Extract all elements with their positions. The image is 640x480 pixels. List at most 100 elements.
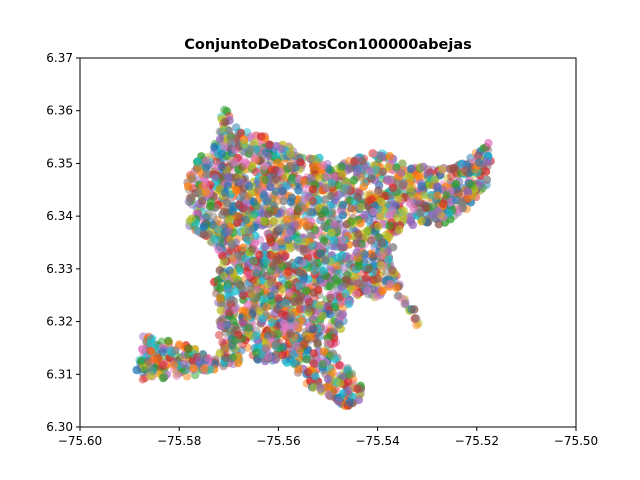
scatter-point <box>479 144 488 153</box>
scatter-point <box>245 182 254 191</box>
scatter-point <box>349 272 359 281</box>
scatter-point <box>246 132 256 141</box>
scatter-point <box>265 233 274 242</box>
scatter-point <box>421 203 430 212</box>
scatter-point <box>327 191 336 201</box>
scatter-point <box>262 302 271 311</box>
scatter-point <box>385 221 394 231</box>
y-tick-label: 6.35 <box>46 156 73 170</box>
scatter-point <box>272 141 281 151</box>
y-axis: 6.30 6.31 6.32 6.33 6.34 6.35 6.36 6.37 <box>46 51 80 434</box>
scatter-point <box>323 374 333 384</box>
scatter-point <box>319 347 328 356</box>
scatter-point <box>330 275 340 284</box>
scatter-point <box>244 329 254 339</box>
scatter-point <box>355 279 364 288</box>
scatter-point <box>225 308 234 317</box>
x-tick-label: −75.52 <box>455 434 499 448</box>
scatter-point <box>293 341 302 350</box>
scatter-point <box>267 267 276 276</box>
scatter-point <box>347 204 356 213</box>
scatter-point <box>363 226 372 235</box>
scatter-point <box>345 370 354 380</box>
scatter-point <box>249 256 258 266</box>
scatter-point <box>291 220 300 229</box>
scatter-point <box>350 157 359 166</box>
scatter-point <box>294 186 303 195</box>
scatter-point <box>244 323 253 333</box>
scatter-point <box>481 157 491 166</box>
scatter-point <box>374 186 383 195</box>
scatter-point <box>432 182 441 191</box>
scatter-point <box>373 274 382 283</box>
scatter-point <box>240 140 249 149</box>
scatter-point <box>285 161 294 171</box>
scatter-point <box>214 330 224 340</box>
scatter-point <box>481 167 491 176</box>
scatter-point <box>442 191 451 200</box>
scatter-point <box>252 269 261 278</box>
scatter-point <box>412 320 421 330</box>
scatter-point <box>215 135 225 144</box>
scatter-point <box>434 220 443 229</box>
scatter-point <box>279 319 289 328</box>
scatter-point <box>281 172 290 181</box>
scatter-point <box>319 267 328 276</box>
scatter-point <box>352 289 361 298</box>
scatter-point <box>275 223 285 233</box>
scatter-point <box>307 241 317 250</box>
scatter-point <box>276 237 286 246</box>
scatter-point <box>419 191 429 200</box>
scatter-point <box>252 293 261 302</box>
scatter-point <box>145 363 154 372</box>
scatter-point <box>314 173 324 182</box>
scatter-point <box>344 386 353 395</box>
scatter-point <box>427 191 436 200</box>
scatter-point <box>308 325 317 334</box>
scatter-point <box>261 344 270 353</box>
scatter-point <box>193 157 202 166</box>
scatter-point <box>392 283 401 292</box>
scatter-point <box>231 287 240 296</box>
scatter-point <box>246 285 255 294</box>
scatter-point <box>244 270 254 280</box>
scatter-point <box>302 287 311 296</box>
scatter-point <box>288 358 298 367</box>
scatter-point <box>416 208 425 218</box>
scatter-point <box>268 318 277 327</box>
scatter-point <box>271 175 280 184</box>
scatter-point <box>451 179 461 189</box>
scatter-point <box>305 207 314 217</box>
scatter-point <box>216 321 225 331</box>
scatter-point <box>302 221 312 230</box>
scatter-point <box>378 286 387 295</box>
scatter-point <box>238 243 248 252</box>
scatter-point <box>266 250 275 260</box>
scatter-point <box>239 291 248 300</box>
scatter-point <box>315 153 324 163</box>
scatter-point <box>383 175 392 184</box>
points-layer <box>132 105 496 410</box>
scatter-point <box>202 213 211 222</box>
scatter-point <box>265 140 274 149</box>
scatter-point <box>265 182 275 191</box>
scatter-point <box>259 190 269 200</box>
scatter-point <box>230 336 240 345</box>
scatter-point <box>338 200 348 210</box>
scatter-point <box>321 184 331 193</box>
scatter-point <box>240 307 250 316</box>
scatter-point <box>306 173 316 183</box>
scatter-point <box>293 235 303 244</box>
scatter-point <box>250 209 259 218</box>
scatter-point <box>187 214 196 224</box>
scatter-point <box>461 166 470 175</box>
scatter-point <box>275 255 284 265</box>
scatter-point <box>296 292 306 301</box>
scatter-point <box>352 239 361 248</box>
scatter-point <box>299 244 308 254</box>
scatter-point <box>464 194 473 203</box>
scatter-point <box>201 188 211 197</box>
scatter-point <box>325 310 335 319</box>
scatter-point <box>193 163 203 173</box>
scatter-point <box>305 333 315 342</box>
